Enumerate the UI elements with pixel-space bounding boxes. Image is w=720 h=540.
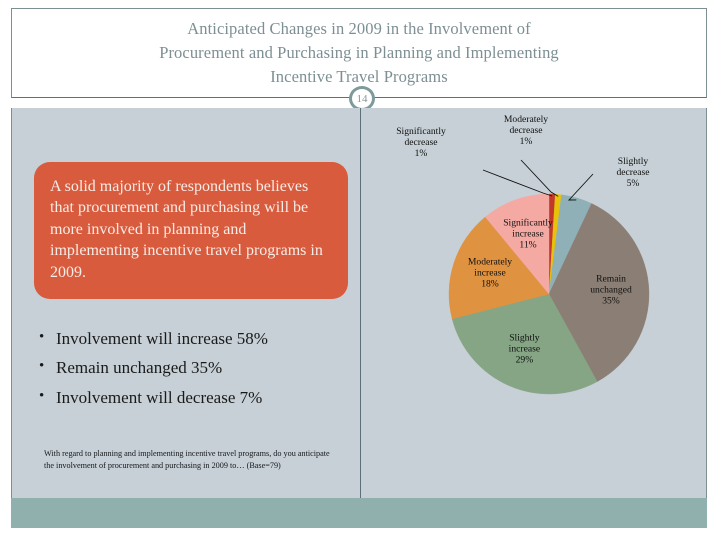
survey-question-footnote: With regard to planning and implementing…: [44, 449, 330, 470]
pie-leader-line: [520, 159, 559, 197]
list-item: • Remain unchanged 35%: [34, 355, 354, 381]
pie-slice: [548, 203, 650, 382]
pie-slice-label: Moderately increase 18%: [468, 256, 512, 289]
list-item-label: Remain unchanged 35%: [56, 358, 223, 378]
slide-title-header: Anticipated Changes in 2009 in the Invol…: [11, 8, 707, 98]
bullet-marker-icon: •: [39, 387, 45, 404]
list-item-label: Involvement will increase 58%: [56, 329, 268, 348]
bullet-marker-icon: •: [39, 329, 45, 345]
key-finding-callout: A solid majority of respondents believes…: [34, 162, 348, 300]
footer-band: [11, 498, 707, 528]
pie-slice-label: Slightly increase 29%: [509, 333, 540, 366]
list-item: • Involvement will decrease 7%: [34, 385, 354, 411]
pie-slice: [448, 216, 550, 320]
pie-leader-line: [482, 169, 553, 197]
list-item-label: Involvement will decrease 7%: [56, 387, 263, 407]
page-title-line-3: Incentive Travel Programs: [270, 66, 448, 86]
pie-slice-callout-label: Slightly decrease 5%: [616, 156, 649, 189]
pie-chart-svg: Significantly decrease 1% Moderately decreas…: [396, 114, 650, 395]
bullet-marker-icon: •: [39, 358, 45, 375]
pie-slice-callout-label: Moderately decrease 1%: [504, 114, 548, 147]
page-title: Anticipated Changes in 2009 in the Invol…: [33, 17, 685, 89]
pie-leader-lines-group: [482, 159, 594, 201]
column-divider: [360, 108, 361, 498]
list-item: • Involvement will increase 58%: [34, 326, 354, 352]
page-title-line-2: Procurement and Purchasing in Planning a…: [159, 43, 559, 63]
summary-bullet-list: • Involvement will increase 58% • Remain…: [34, 326, 354, 414]
pie-leader-line: [567, 173, 594, 201]
pie-slice: [451, 293, 598, 395]
pie-slices-group: [448, 193, 650, 395]
pie-labels-group: Significantly decrease 1% Moderately decreas…: [396, 114, 649, 366]
pie-slice: [484, 193, 550, 295]
pie-slice-label: Significantly increase 11%: [503, 217, 553, 250]
pie-slice-label: Remain unchanged 35%: [590, 274, 632, 307]
slide-body-panel: A solid majority of respondents believes…: [11, 108, 707, 498]
page-title-line-1: Anticipated Changes in 2009 in the Invol…: [187, 19, 531, 39]
pie-slice-callout-label: Significantly decrease 1%: [396, 126, 446, 159]
pie-chart: Significantly decrease 1% Moderately decreas…: [361, 108, 708, 498]
